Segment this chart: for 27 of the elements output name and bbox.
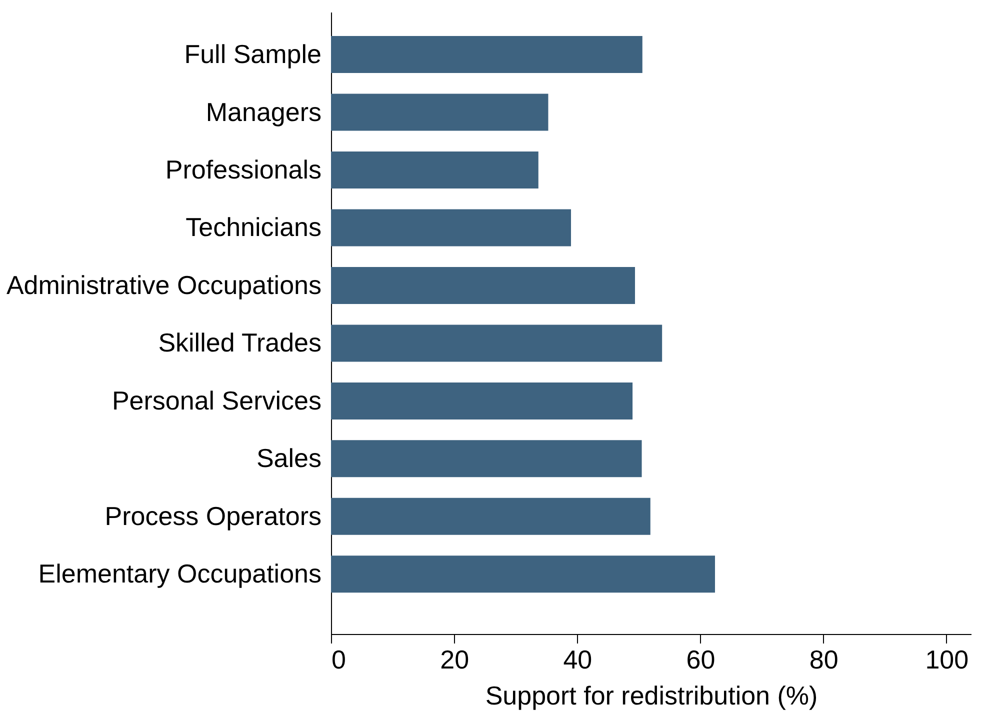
y-tick-label: Personal Services <box>112 385 322 416</box>
y-tick-label: Technicians <box>186 212 322 242</box>
bar <box>331 266 635 304</box>
bar <box>331 152 538 188</box>
bar <box>331 324 662 362</box>
x-tick-label: 40 <box>563 644 592 674</box>
bar <box>331 382 633 420</box>
bar <box>331 440 642 478</box>
y-tick-label: Administrative Occupations <box>6 270 322 300</box>
y-tick-label: Elementary Occupations <box>38 558 322 589</box>
y-tick-label: Skilled Trades <box>158 328 322 358</box>
x-tick-label: 0 <box>332 644 346 674</box>
y-tick-label: Managers <box>206 96 322 127</box>
y-tick-label: Full Sample <box>184 39 322 70</box>
bar <box>331 209 571 246</box>
y-tick-label: Process Operators <box>104 500 322 531</box>
bar <box>331 556 715 593</box>
x-tick-label: 20 <box>440 644 470 674</box>
x-tick-label: 60 <box>686 644 716 674</box>
x-tick-label: 80 <box>809 644 838 674</box>
bar <box>331 36 642 74</box>
y-tick-label: Professionals <box>165 154 322 184</box>
y-tick-label: Sales <box>256 443 322 474</box>
x-tick-label: 100 <box>925 644 969 674</box>
x-axis-title: Support for redistribution (%) <box>485 680 818 710</box>
bar <box>331 498 650 535</box>
bar <box>331 94 548 131</box>
